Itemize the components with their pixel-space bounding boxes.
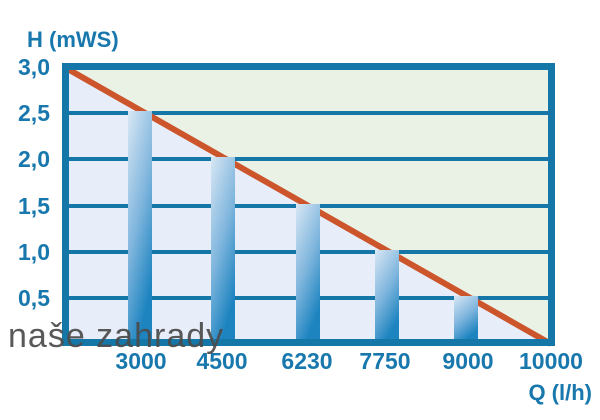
axis-text: H (mWS) 3,0 2,5 2,0 1,5 1,0 0,5 3000 450…	[18, 27, 592, 405]
bar-7750	[375, 250, 399, 341]
y-tick-2-0: 2,0	[18, 146, 50, 172]
x-tick-7750: 7750	[359, 348, 410, 374]
y-tick-2-5: 2,5	[18, 100, 50, 126]
x-tick-10000: 10000	[519, 348, 583, 374]
y-tick-3-0: 3,0	[18, 54, 50, 80]
plot-frame	[62, 63, 555, 346]
x-axis-title: Q (l/h)	[528, 380, 592, 405]
watermark: naše zahrady	[8, 317, 224, 355]
bars	[128, 111, 478, 341]
y-tick-1-5: 1,5	[18, 193, 50, 219]
x-tick-4500: 4500	[196, 348, 247, 374]
y-tick-0-5: 0,5	[18, 285, 50, 311]
x-tick-6230: 6230	[281, 348, 332, 374]
x-tick-9000: 9000	[442, 348, 493, 374]
x-tick-3000: 3000	[115, 348, 166, 374]
bar-4500	[211, 157, 235, 341]
y-axis-title: H (mWS)	[27, 27, 119, 52]
y-tick-1-0: 1,0	[18, 239, 50, 265]
bar-9000	[454, 296, 478, 341]
bar-6230	[296, 204, 320, 341]
bar-3000	[128, 111, 152, 341]
